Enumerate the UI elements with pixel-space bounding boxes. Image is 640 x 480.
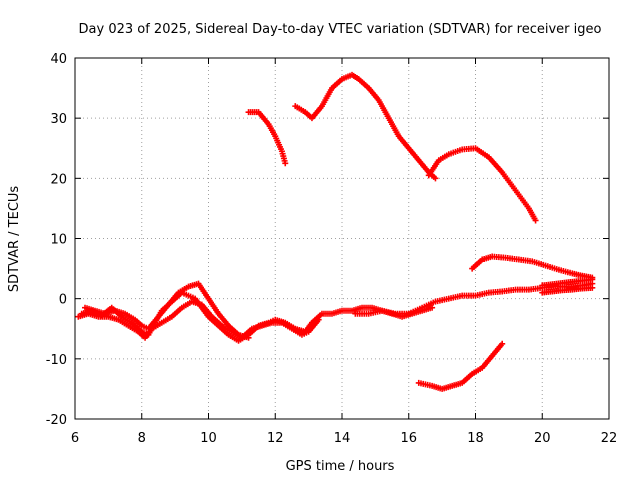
x-tick-label: 18: [467, 431, 484, 446]
data-point: [282, 160, 289, 167]
y-tick-label: -10: [46, 353, 67, 368]
data-points: [75, 71, 596, 392]
series-sat-b: [75, 298, 322, 341]
y-tick-label: 20: [50, 172, 67, 187]
x-tick-label: 22: [601, 431, 618, 446]
data-point: [532, 217, 539, 224]
series-sat-i: [425, 145, 539, 224]
series-sat-e: [539, 284, 596, 296]
y-tick-label: 10: [50, 233, 67, 248]
data-point: [589, 274, 596, 281]
x-tick-label: 20: [534, 431, 551, 446]
data-point: [245, 334, 252, 341]
x-tick-label: 8: [138, 431, 146, 446]
data-point: [499, 340, 506, 347]
data-point: [432, 175, 439, 182]
x-tick-label: 12: [267, 431, 284, 446]
series-sat-k: [415, 340, 506, 392]
x-tick-label: 10: [200, 431, 217, 446]
y-tick-label: -20: [46, 413, 67, 428]
y-axis-label: SDTVAR / TECUs: [7, 186, 22, 293]
chart-title: Day 023 of 2025, Sidereal Day-to-day VTE…: [79, 22, 602, 37]
y-tick-label: 40: [50, 52, 67, 67]
series-sat-g: [245, 109, 289, 167]
series-sat-c: [82, 280, 252, 341]
x-axis-ticks: 6 8 10 12 14 16 18 20 22: [71, 58, 617, 446]
series-sat-j: [469, 253, 596, 281]
x-tick-label: 14: [334, 431, 351, 446]
x-tick-label: 16: [400, 431, 417, 446]
series-sat-d: [352, 280, 596, 317]
data-point: [315, 316, 322, 323]
y-tick-label: 30: [50, 112, 67, 127]
data-point: [589, 284, 596, 291]
grid-lines: [75, 58, 609, 419]
x-axis-label: GPS time / hours: [286, 459, 395, 474]
series-sat-h: [292, 71, 439, 182]
y-axis-ticks: -20 -10 0 10 20 30 40: [46, 52, 609, 428]
data-point: [429, 304, 436, 311]
y-tick-label: 0: [59, 293, 67, 308]
x-tick-label: 6: [71, 431, 79, 446]
